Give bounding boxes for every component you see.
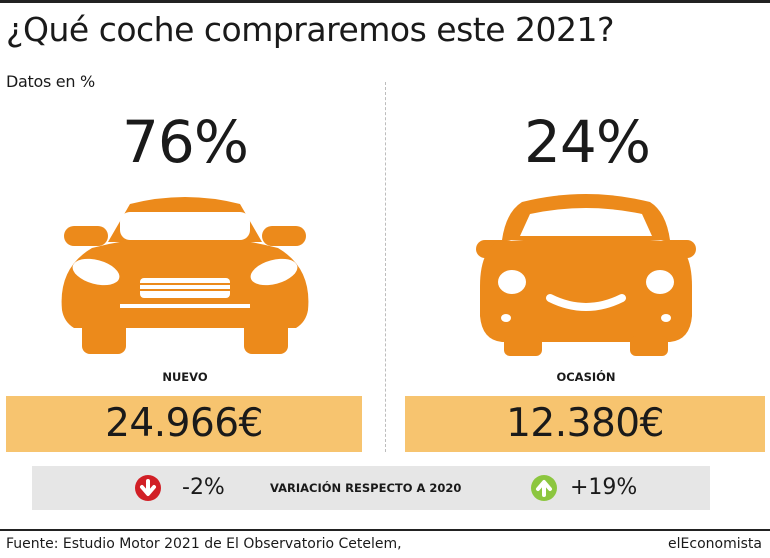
arrow-down-circle-icon — [135, 475, 161, 501]
percent-label-ocasion: 24% — [524, 108, 651, 176]
price-nuevo: 24.966€ — [6, 396, 362, 452]
variation-value-nuevo: -2% — [182, 475, 225, 500]
arrow-up-circle-icon — [531, 475, 557, 501]
variation-label: VARIACIÓN RESPECTO A 2020 — [270, 481, 462, 495]
chart-title: ¿Qué coche compraremos este 2021? — [6, 10, 615, 49]
top-rule — [0, 0, 770, 3]
category-label-ocasion: OCASIÓN — [556, 370, 616, 384]
variation-value-ocasion: +19% — [570, 475, 638, 500]
brand-logo: elEconomista — [668, 536, 762, 552]
chart-subtitle: Datos en % — [6, 72, 95, 91]
price-ocasion: 12.380€ — [405, 396, 765, 452]
variation-strip: -2% VARIACIÓN RESPECTO A 2020 +19% — [32, 466, 710, 510]
percent-label-nuevo: 76% — [122, 108, 249, 176]
compact-car-front-icon — [476, 194, 696, 356]
category-label-nuevo: NUEVO — [162, 370, 208, 384]
column-divider — [385, 82, 386, 452]
source-note: Fuente: Estudio Motor 2021 de El Observa… — [6, 536, 402, 552]
bottom-rule — [0, 529, 770, 531]
car-front-icon — [61, 197, 309, 354]
